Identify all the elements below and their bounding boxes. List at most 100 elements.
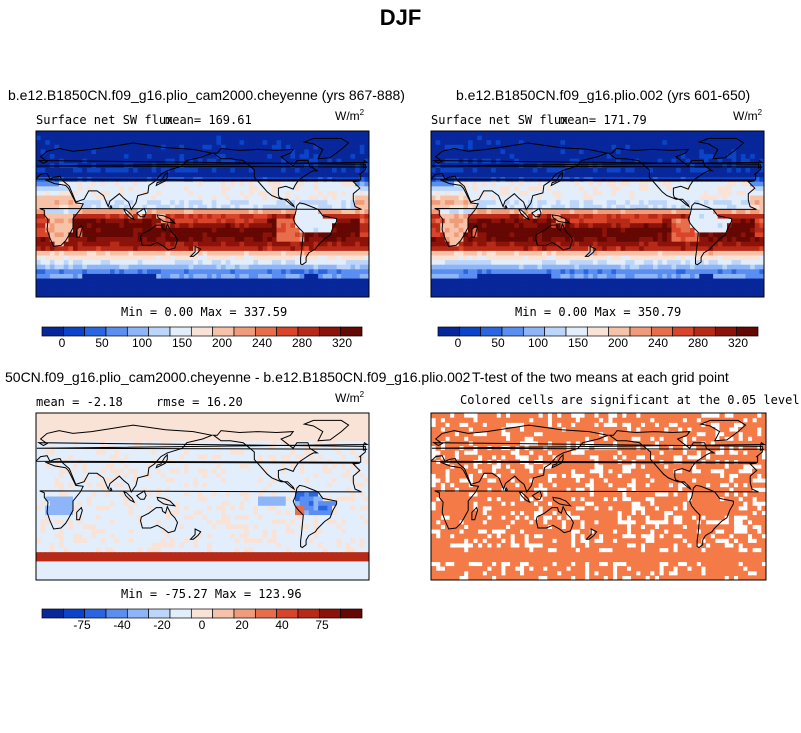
grid-cell bbox=[472, 278, 478, 284]
grid-cell bbox=[36, 200, 42, 206]
grid-cell bbox=[36, 186, 42, 192]
grid-cell bbox=[147, 214, 153, 220]
grid-cell bbox=[745, 158, 751, 164]
grid-cell bbox=[468, 144, 474, 151]
grid-cell bbox=[555, 255, 562, 261]
grid-cell bbox=[119, 283, 125, 289]
grid-cell bbox=[551, 131, 557, 137]
grid-cell bbox=[759, 223, 764, 229]
grid-cell bbox=[322, 260, 328, 266]
grid-cell bbox=[267, 255, 273, 261]
grid-cell bbox=[588, 140, 594, 146]
grid-cell bbox=[73, 154, 79, 160]
grid-cell bbox=[174, 135, 180, 141]
grid-cell bbox=[676, 232, 682, 238]
grid-cell bbox=[345, 283, 352, 289]
grid-cell bbox=[505, 218, 511, 224]
grid-cell bbox=[156, 264, 162, 270]
grid-cell bbox=[750, 223, 756, 229]
grid-cell bbox=[258, 227, 264, 234]
grid-cell bbox=[588, 158, 594, 164]
grid-cell bbox=[332, 292, 338, 297]
grid-cell bbox=[179, 204, 185, 210]
grid-cell bbox=[313, 186, 319, 192]
grid-cell bbox=[160, 273, 167, 280]
grid-cell bbox=[666, 250, 673, 257]
grid-cell bbox=[722, 158, 728, 164]
grid-cell bbox=[336, 195, 342, 201]
grid-cell bbox=[318, 278, 324, 284]
grid-cell bbox=[170, 214, 176, 220]
grid-cell bbox=[708, 154, 714, 160]
grid-cell bbox=[685, 154, 691, 160]
grid-cell bbox=[207, 273, 213, 280]
grid-cell bbox=[295, 154, 301, 160]
grid-cell bbox=[281, 246, 287, 252]
grid-cell bbox=[449, 140, 455, 146]
grid-cell bbox=[449, 131, 455, 137]
grid-cell bbox=[708, 237, 714, 243]
grid-cell bbox=[699, 250, 705, 257]
grid-cell bbox=[458, 264, 464, 270]
grid-cell bbox=[364, 131, 369, 137]
grid-cell bbox=[523, 214, 529, 220]
grid-cell bbox=[528, 269, 534, 275]
grid-cell bbox=[96, 273, 102, 280]
grid-cell bbox=[583, 181, 589, 187]
grid-cell bbox=[708, 273, 714, 280]
grid-cell bbox=[137, 204, 143, 210]
grid-cell bbox=[114, 264, 120, 270]
grid-cell bbox=[336, 140, 342, 146]
grid-cell bbox=[110, 149, 116, 155]
grid-cell bbox=[364, 241, 369, 247]
grid-cell bbox=[151, 190, 157, 197]
grid-cell bbox=[657, 209, 663, 215]
grid-cell bbox=[708, 223, 714, 229]
grid-cell bbox=[341, 204, 347, 210]
grid-cell bbox=[36, 283, 42, 289]
grid-cell bbox=[137, 241, 143, 247]
grid-cell bbox=[759, 163, 764, 169]
grid-cell bbox=[431, 172, 437, 178]
grid-cell bbox=[313, 149, 319, 155]
grid-cell bbox=[491, 250, 497, 257]
grid-cell bbox=[133, 209, 139, 215]
grid-cell bbox=[110, 260, 116, 266]
grid-cell bbox=[495, 200, 501, 206]
grid-cell bbox=[119, 218, 125, 224]
grid-cell bbox=[290, 209, 296, 215]
grid-cell bbox=[239, 204, 245, 210]
grid-cell bbox=[253, 237, 259, 243]
grid-cell bbox=[602, 131, 608, 137]
grid-cell bbox=[142, 264, 148, 270]
grid-cell bbox=[523, 278, 529, 284]
grid-cell bbox=[248, 214, 254, 220]
grid-cell bbox=[308, 131, 315, 137]
grid-cell bbox=[123, 250, 130, 257]
grid-cell bbox=[281, 149, 287, 155]
grid-cell bbox=[754, 227, 760, 234]
grid-cell bbox=[542, 195, 548, 201]
grid-cell bbox=[685, 131, 691, 137]
grid-cell bbox=[569, 190, 575, 197]
grid-cell bbox=[551, 167, 557, 174]
grid-cell bbox=[736, 237, 742, 243]
grid-cell bbox=[551, 149, 557, 155]
grid-cell bbox=[560, 172, 566, 178]
grid-cell bbox=[551, 260, 557, 266]
grid-cell bbox=[248, 237, 254, 243]
grid-cell bbox=[276, 167, 282, 174]
grid-cell bbox=[271, 140, 278, 146]
grid-cell bbox=[248, 172, 254, 178]
grid-cell bbox=[327, 144, 333, 151]
grid-cell bbox=[444, 135, 451, 141]
grid-cell bbox=[435, 269, 441, 275]
grid-cell bbox=[620, 167, 626, 174]
grid-cell bbox=[45, 237, 51, 243]
grid-cell bbox=[731, 163, 737, 169]
grid-cell bbox=[579, 264, 585, 270]
grid-cell bbox=[332, 149, 338, 155]
grid-cell bbox=[77, 237, 83, 243]
grid-cell bbox=[551, 135, 557, 141]
grid-cell bbox=[602, 204, 608, 210]
